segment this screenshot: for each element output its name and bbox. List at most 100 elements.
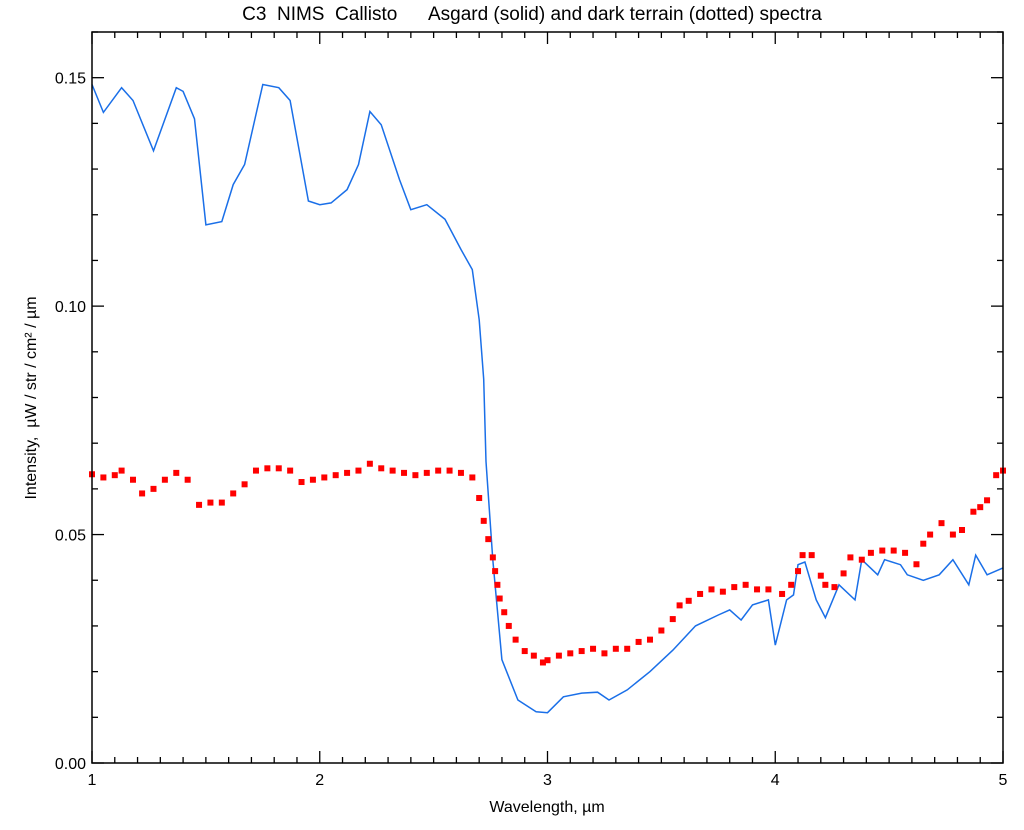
data-point-dark-terrain (184, 476, 191, 483)
data-point-dark-terrain (822, 581, 829, 588)
data-series (89, 83, 1006, 714)
data-point-dark-terrain (332, 472, 339, 479)
data-point-dark-terrain (788, 581, 795, 588)
data-point-dark-terrain (858, 556, 865, 563)
data-point-dark-terrain (817, 572, 824, 579)
data-point-dark-terrain (435, 467, 442, 474)
x-tick-label: 5 (999, 772, 1008, 789)
data-point-dark-terrain (676, 602, 683, 609)
data-point-dark-terrain (196, 501, 203, 508)
data-point-dark-terrain (799, 552, 806, 559)
y-tick-label: 0.10 (55, 299, 86, 316)
data-point-dark-terrain (795, 568, 802, 575)
data-point-dark-terrain (590, 645, 597, 652)
data-point-dark-terrain (111, 472, 118, 479)
data-point-dark-terrain (765, 586, 772, 593)
data-point-dark-terrain (697, 590, 704, 597)
data-point-dark-terrain (913, 561, 920, 568)
data-point-dark-terrain (207, 499, 214, 506)
data-point-dark-terrain (938, 520, 945, 527)
data-point-dark-terrain (530, 652, 537, 659)
data-point-dark-terrain (264, 465, 271, 472)
data-point-dark-terrain (970, 508, 977, 515)
data-point-dark-terrain (401, 469, 408, 476)
data-point-dark-terrain (412, 472, 419, 479)
plot-frame (91, 31, 1004, 764)
data-point-dark-terrain (902, 549, 909, 556)
series-line-asgard (91, 83, 1004, 714)
data-point-dark-terrain (344, 469, 351, 476)
data-point-dark-terrain (867, 549, 874, 556)
data-point-dark-terrain (173, 469, 180, 476)
data-point-dark-terrain (742, 581, 749, 588)
data-point-dark-terrain (949, 531, 956, 538)
data-point-dark-terrain (719, 588, 726, 595)
data-point-dark-terrain (831, 584, 838, 591)
data-point-dark-terrain (423, 469, 430, 476)
y-axis-label: Intensity, µW / str / cm² / µm (23, 296, 40, 499)
data-point-dark-terrain (298, 479, 305, 486)
x-tick-label: 1 (88, 772, 97, 789)
data-point-dark-terrain (544, 657, 551, 664)
data-point-dark-terrain (612, 645, 619, 652)
data-point-dark-terrain (708, 586, 715, 593)
x-tick-label: 2 (315, 772, 324, 789)
data-point-dark-terrain (469, 474, 476, 481)
data-point-dark-terrain (252, 467, 259, 474)
data-point-dark-terrain (890, 547, 897, 554)
data-point-dark-terrain (287, 467, 294, 474)
data-point-dark-terrain (150, 485, 157, 492)
data-point-dark-terrain (457, 469, 464, 476)
data-point-dark-terrain (512, 636, 519, 643)
data-point-dark-terrain (879, 547, 886, 554)
data-point-dark-terrain (355, 467, 362, 474)
data-point-dark-terrain (808, 552, 815, 559)
data-point-dark-terrain (555, 652, 562, 659)
x-tick-label: 3 (543, 772, 552, 789)
data-point-dark-terrain (685, 597, 692, 604)
y-tick-label: 0.15 (55, 71, 86, 88)
data-point-dark-terrain (309, 476, 316, 483)
data-point-dark-terrain (731, 584, 738, 591)
data-point-dark-terrain (567, 650, 574, 657)
data-point-dark-terrain (658, 627, 665, 634)
data-point-dark-terrain (840, 570, 847, 577)
y-tick-label: 0.05 (55, 528, 86, 545)
data-point-dark-terrain (139, 490, 146, 497)
data-point-dark-terrain (100, 474, 107, 481)
data-point-dark-terrain (129, 476, 136, 483)
data-point-dark-terrain (601, 650, 608, 657)
data-point-dark-terrain (496, 595, 503, 602)
data-point-dark-terrain (977, 504, 984, 511)
data-point-dark-terrain (539, 659, 546, 666)
data-point-dark-terrain (378, 465, 385, 472)
data-point-dark-terrain (920, 540, 927, 547)
data-point-dark-terrain (927, 531, 934, 538)
data-point-dark-terrain (492, 568, 499, 575)
data-point-dark-terrain (218, 499, 225, 506)
data-point-dark-terrain (476, 495, 483, 502)
data-point-dark-terrain (847, 554, 854, 561)
y-tick-label: 0.00 (55, 756, 86, 773)
data-point-dark-terrain (578, 648, 585, 655)
data-point-dark-terrain (669, 616, 676, 623)
data-point-dark-terrain (389, 467, 396, 474)
data-point-dark-terrain (241, 481, 248, 488)
data-point-dark-terrain (505, 622, 512, 629)
data-point-dark-terrain (161, 476, 168, 483)
data-point-dark-terrain (521, 648, 528, 655)
x-tick-label: 4 (771, 772, 780, 789)
data-point-dark-terrain (754, 586, 761, 593)
data-point-dark-terrain (779, 590, 786, 597)
data-point-dark-terrain (624, 645, 631, 652)
data-point-dark-terrain (646, 636, 653, 643)
data-point-dark-terrain (480, 517, 487, 524)
x-axis-label: Wavelength, µm (489, 799, 604, 816)
data-point-dark-terrain (489, 554, 496, 561)
data-point-dark-terrain (446, 467, 453, 474)
chart-title: C3 NIMS Callisto Asgard (solid) and dark… (242, 4, 822, 25)
data-point-dark-terrain (485, 536, 492, 543)
data-point-dark-terrain (993, 472, 1000, 479)
data-point-dark-terrain (321, 474, 328, 481)
